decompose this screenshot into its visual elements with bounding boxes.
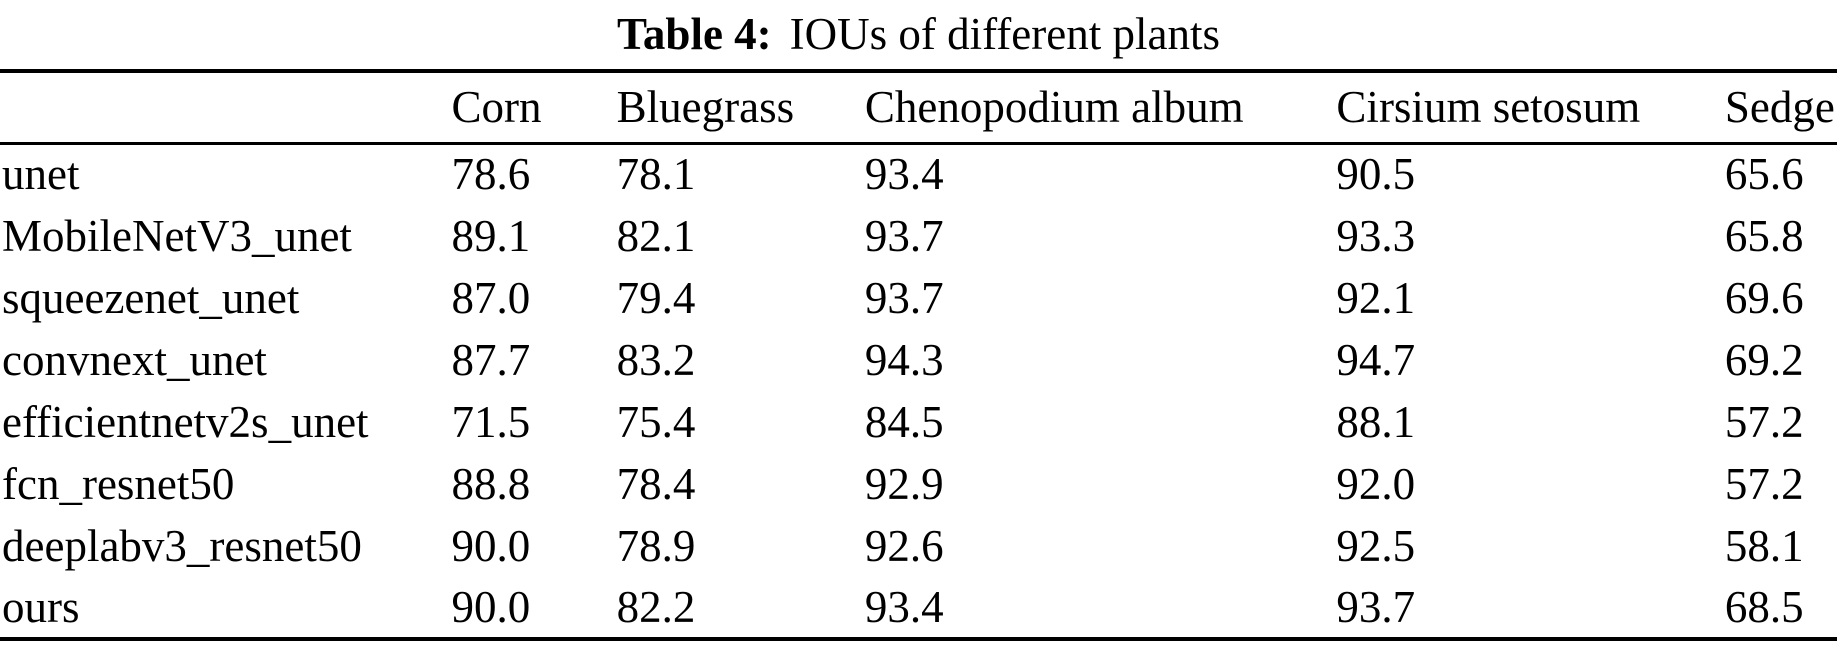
cell-corn: 71.5 (451, 396, 531, 447)
cell-bluegrass: 82.1 (616, 210, 696, 261)
cell-bluegrass: 78.4 (616, 458, 696, 509)
row-label: efficientnetv2s_unet (2, 396, 369, 447)
table-row: convnext_unet 87.7 83.2 94.3 94.7 69.2 (0, 329, 1837, 391)
cell-sedge: 57.2 (1724, 458, 1804, 509)
header-cell-cirsium-setosum: Cirsium setosum (1336, 71, 1725, 145)
cell-bluegrass: 75.4 (616, 396, 696, 447)
cell-bluegrass: 79.4 (616, 272, 696, 323)
table-row: MobileNetV3_unet 89.1 82.1 93.7 93.3 65.… (0, 205, 1837, 267)
cell-corn: 88.8 (451, 458, 531, 509)
cell-corn: 90.0 (451, 581, 531, 632)
cell-corn: 87.7 (451, 334, 531, 385)
table-caption-label: Table 4: (617, 9, 772, 59)
cell-cirsium: 93.3 (1336, 210, 1416, 261)
row-label: unet (2, 149, 80, 200)
cell-sedge: 65.8 (1724, 210, 1804, 261)
table-caption-text: IOUs of different plants (789, 9, 1220, 59)
cell-bluegrass: 82.2 (616, 581, 696, 632)
header-cell-bluegrass: Bluegrass (616, 71, 865, 145)
cell-corn: 90.0 (451, 520, 531, 571)
cell-cirsium: 92.1 (1336, 272, 1416, 323)
cell-cirsium: 92.0 (1336, 458, 1416, 509)
row-label: convnext_unet (2, 334, 267, 385)
header-cell-chenopodium-album: Chenopodium album (864, 71, 1337, 145)
cell-chenopodium: 93.7 (864, 210, 944, 261)
cell-corn: 87.0 (451, 272, 531, 323)
cell-sedge: 57.2 (1724, 396, 1804, 447)
cell-cirsium: 93.7 (1336, 581, 1416, 632)
cell-chenopodium: 93.7 (864, 272, 944, 323)
cell-chenopodium: 93.4 (864, 149, 944, 200)
cell-corn: 89.1 (451, 210, 531, 261)
table-row: efficientnetv2s_unet 71.5 75.4 84.5 88.1… (0, 391, 1837, 453)
cell-chenopodium: 92.9 (864, 458, 944, 509)
row-label: fcn_resnet50 (2, 458, 235, 509)
cell-cirsium: 88.1 (1336, 396, 1416, 447)
row-label: deeplabv3_resnet50 (2, 520, 362, 571)
cell-sedge: 69.6 (1724, 272, 1804, 323)
row-label: squeezenet_unet (2, 272, 300, 323)
header-cell-corn: Corn (451, 71, 617, 145)
table-row: squeezenet_unet 87.0 79.4 93.7 92.1 69.6 (0, 267, 1837, 329)
header-cell-blank (0, 71, 452, 145)
row-label: ours (2, 581, 80, 632)
cell-sedge: 65.6 (1724, 149, 1804, 200)
table-header-row: Corn Bluegrass Chenopodium album Cirsium… (0, 71, 1837, 145)
cell-chenopodium: 94.3 (864, 334, 944, 385)
iou-table: Corn Bluegrass Chenopodium album Cirsium… (0, 69, 1837, 641)
cell-bluegrass: 83.2 (616, 334, 696, 385)
cell-chenopodium: 84.5 (864, 396, 944, 447)
cell-sedge: 58.1 (1724, 520, 1804, 571)
table-row: ours 90.0 82.2 93.4 93.7 68.5 (0, 577, 1837, 639)
cell-cirsium: 92.5 (1336, 520, 1416, 571)
row-label: MobileNetV3_unet (2, 210, 352, 261)
cell-sedge: 68.5 (1724, 581, 1804, 632)
cell-sedge: 69.2 (1724, 334, 1804, 385)
cell-bluegrass: 78.1 (616, 149, 696, 200)
table-row: deeplabv3_resnet50 90.0 78.9 92.6 92.5 5… (0, 515, 1837, 577)
table-caption: Table 4: IOUs of different plants (0, 0, 1837, 69)
cell-cirsium: 94.7 (1336, 334, 1416, 385)
header-cell-sedge: Sedge (1724, 71, 1837, 145)
cell-bluegrass: 78.9 (616, 520, 696, 571)
cell-chenopodium: 93.4 (864, 581, 944, 632)
table-row: fcn_resnet50 88.8 78.4 92.9 92.0 57.2 (0, 453, 1837, 515)
table-row: unet 78.6 78.1 93.4 90.5 65.6 (0, 143, 1837, 205)
cell-chenopodium: 92.6 (864, 520, 944, 571)
cell-corn: 78.6 (451, 149, 531, 200)
cell-cirsium: 90.5 (1336, 149, 1416, 200)
